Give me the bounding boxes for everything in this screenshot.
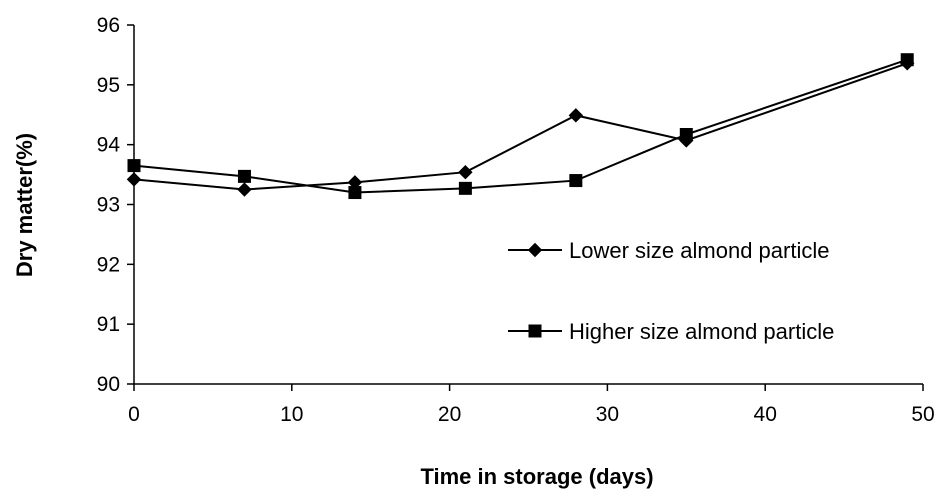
axes [127,24,924,391]
legend-square-marker [528,324,542,338]
legend-entry-2: Higher size almond particle [508,319,834,344]
y-tick-label: 93 [97,194,120,217]
series-group [126,53,915,200]
diamond-marker [237,182,252,197]
square-marker [900,53,914,67]
y-tick-label: 95 [97,74,120,97]
square-marker [458,181,472,195]
y-tick-label: 94 [97,134,121,157]
diamond-marker [126,172,142,187]
tick-labels: 90 91 92 93 94 95 96 0 10 20 30 40 50 [97,14,935,426]
legend-diamond-marker [527,242,543,258]
x-tick-label: 40 [754,403,777,426]
x-axis-title: Time in storage (days) [420,464,653,489]
legend-label: Lower size almond particle [569,238,829,263]
x-tick-label: 30 [596,403,619,426]
x-tick-label: 10 [280,403,303,426]
x-tick-label: 50 [911,403,934,426]
y-axis-title: Dry matter(%) [12,133,37,277]
y-tick-label: 92 [97,253,120,276]
y-tick-label: 96 [97,14,120,37]
square-marker [127,159,141,173]
square-marker [348,186,362,200]
legend: Lower size almond particle Higher size al… [508,238,834,344]
series-2 [127,53,914,200]
diamond-marker [458,164,473,180]
square-marker [237,169,251,183]
y-tick-label: 91 [97,313,120,336]
x-tick-label: 0 [128,403,140,426]
legend-label: Higher size almond particle [569,319,834,344]
diamond-marker [568,108,584,123]
x-tick-label: 20 [438,403,461,426]
legend-entry-1: Lower size almond particle [508,238,829,263]
square-marker [679,127,693,141]
square-marker [569,174,583,188]
y-tick-label: 90 [97,373,120,396]
